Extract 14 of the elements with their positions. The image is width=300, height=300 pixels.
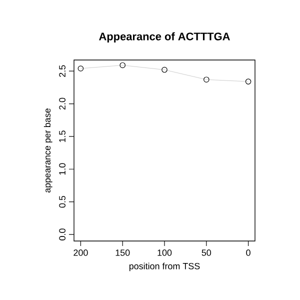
y-tick-label: 2.0 [59, 98, 66, 110]
y-axis-title: appearance per base [44, 108, 52, 192]
x-tick-label: 150 [116, 250, 130, 256]
y-tick-label: 1.0 [59, 163, 66, 175]
x-tick-label: 100 [158, 250, 172, 256]
y-tick-label: 0.5 [59, 196, 66, 208]
x-tick-label: 0 [246, 250, 250, 256]
y-tick-label: 2.5 [59, 65, 66, 77]
x-tick-label: 200 [74, 250, 88, 256]
x-axis-title: position from TSS [129, 262, 200, 272]
y-tick-label: 0.0 [59, 228, 66, 240]
x-tick-label: 50 [202, 250, 212, 256]
y-tick-label: 1.5 [59, 130, 66, 142]
chart-title: Appearance of ACTTTGA [99, 32, 230, 42]
